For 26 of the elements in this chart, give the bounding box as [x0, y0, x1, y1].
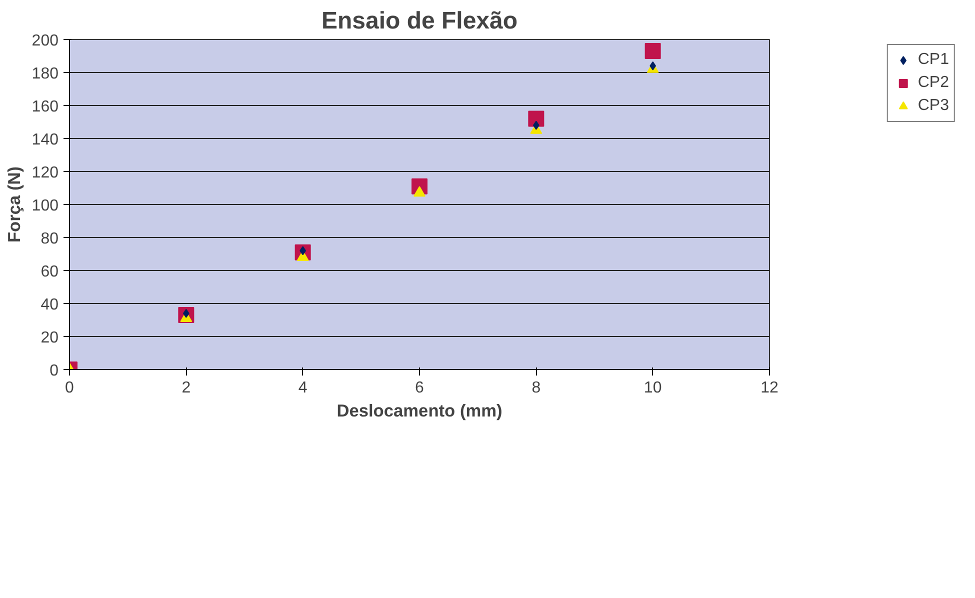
x-axis-title: Deslocamento (mm)	[336, 400, 502, 420]
point	[644, 43, 661, 60]
x-tick-label: 4	[298, 380, 308, 396]
y-tick-label: 80	[40, 230, 59, 248]
y-tick-label: 60	[40, 264, 59, 280]
x-tick-label: 6	[415, 380, 424, 396]
legend-label: CP1	[918, 51, 949, 69]
y-tick-label: 100	[32, 198, 59, 214]
x-tick-label: 12	[760, 380, 778, 396]
y-tick-label: 200	[32, 32, 59, 50]
y-tick-label: 20	[40, 330, 59, 346]
y-tick-label: 40	[40, 296, 59, 314]
x-tick-label: 2	[182, 380, 191, 396]
chart-title: Ensaio de Flexão	[321, 8, 518, 34]
x-tick-label: 0	[65, 380, 74, 396]
y-axis-title: Força (N)	[4, 166, 24, 243]
y-tick-label: 120	[32, 164, 59, 182]
legend-label: CP3	[918, 97, 949, 115]
y-tick-label: 180	[32, 66, 59, 82]
y-tick-label: 160	[32, 98, 59, 116]
point	[528, 110, 544, 127]
y-tick-label: 0	[50, 362, 59, 380]
y-tick-label: 140	[32, 132, 59, 148]
legend-label: CP2	[918, 74, 949, 92]
x-tick-label: 8	[532, 380, 541, 396]
x-tick-label: 10	[644, 380, 662, 396]
